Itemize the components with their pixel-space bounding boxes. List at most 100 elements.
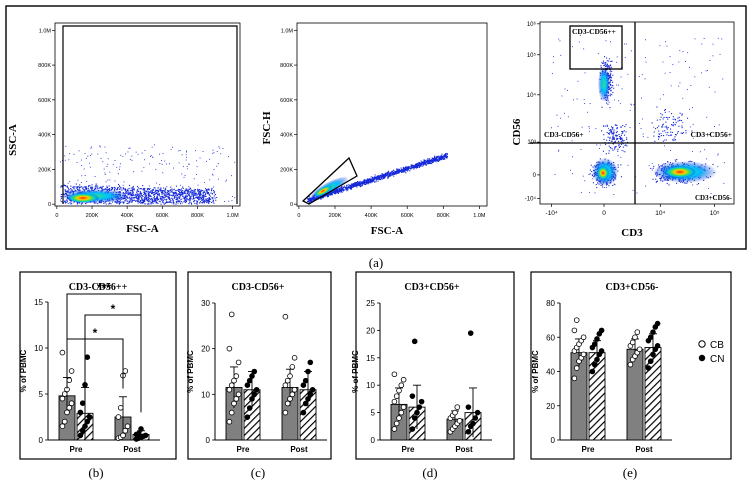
event-dot: [175, 190, 177, 192]
event-dot: [168, 201, 170, 203]
event-dot: [368, 179, 370, 181]
event-dot: [128, 196, 130, 198]
event-dot: [137, 196, 139, 198]
event-dot: [409, 168, 411, 170]
event-dot: [104, 174, 106, 175]
event-dot: [185, 190, 187, 192]
event-dot: [425, 164, 427, 166]
event-dot: [613, 87, 615, 89]
event-dot: [104, 146, 106, 148]
x-tick-label: 600K: [156, 213, 169, 219]
event-dot: [612, 133, 614, 135]
event-dot: [669, 134, 671, 136]
event-dot: [605, 125, 607, 127]
point-cb: [284, 400, 291, 407]
event-dot: [423, 162, 425, 164]
event-dot: [350, 186, 352, 188]
event-dot: [133, 189, 135, 191]
event-dot: [193, 178, 195, 180]
event-dot: [600, 66, 602, 68]
gate-label-lower-right: CD3+CD56-: [695, 194, 733, 202]
point-cb: [228, 311, 235, 318]
event-dot: [189, 201, 191, 203]
event-dot: [104, 172, 106, 174]
event-dot: [717, 153, 719, 155]
event-dot: [202, 151, 204, 152]
event-dot: [152, 156, 154, 158]
event-dot: [612, 184, 614, 186]
event-dot: [141, 195, 143, 197]
event-dot: [76, 188, 78, 190]
event-dot: [81, 175, 83, 177]
point-cn: [138, 426, 144, 432]
event-dot: [60, 185, 62, 187]
event-dot: [364, 181, 366, 183]
event-dot: [127, 200, 129, 202]
category-label: Post: [290, 445, 308, 454]
event-dot: [359, 185, 361, 187]
event-dot: [157, 199, 158, 201]
event-dot: [130, 189, 132, 191]
bar-panel-frame-b: [19, 271, 177, 460]
event-dot: [367, 179, 369, 181]
event-dot: [198, 193, 200, 195]
event-dot: [567, 116, 569, 118]
event-dot: [181, 193, 183, 195]
event-dot: [151, 189, 153, 191]
legend: CB CN: [698, 340, 724, 365]
legend-label-cn: CN: [710, 354, 724, 365]
event-dot: [673, 138, 675, 140]
event-dot: [370, 182, 372, 184]
event-dot: [81, 202, 83, 204]
event-dot: [670, 131, 672, 133]
event-dot: [351, 184, 353, 186]
point-cn: [142, 432, 149, 439]
event-dot: [362, 180, 364, 182]
event-dot: [631, 104, 632, 106]
event-dot: [427, 161, 429, 163]
event-dot: [403, 167, 405, 169]
event-dot: [622, 146, 624, 148]
event-dot: [440, 154, 442, 156]
event-dot: [64, 155, 66, 157]
point-cn: [411, 338, 418, 345]
event-dot: [114, 201, 116, 203]
category-label: Pre: [582, 445, 595, 454]
event-dot: [560, 117, 562, 119]
point-cb: [289, 391, 296, 398]
y-tick-label: 60: [546, 333, 555, 342]
event-dot: [94, 187, 96, 189]
event-dot: [136, 192, 138, 194]
event-dot: [615, 135, 617, 137]
event-dot: [614, 148, 616, 150]
event-dot: [199, 193, 201, 195]
event-dot: [616, 61, 618, 63]
event-dot: [149, 187, 151, 189]
event-dot: [433, 158, 435, 160]
event-dot: [376, 178, 378, 180]
event-dot: [185, 198, 187, 200]
event-dot: [128, 184, 130, 186]
event-dot: [401, 168, 403, 170]
event-dot: [353, 183, 355, 185]
event-dot: [147, 199, 149, 201]
point-cb: [391, 426, 398, 432]
point-cb: [233, 396, 240, 402]
event-dot: [132, 193, 134, 195]
event-dot: [198, 191, 200, 193]
event-dot: [435, 158, 437, 160]
event-dot: [445, 156, 447, 158]
event-dot: [345, 189, 347, 191]
event-dot: [551, 73, 553, 74]
point-cb: [235, 391, 242, 398]
event-dot: [611, 140, 613, 142]
point-cn: [647, 358, 654, 365]
event-dot: [113, 189, 115, 191]
event-dot: [309, 200, 311, 202]
event-dot: [118, 185, 120, 187]
point-cb: [391, 398, 398, 405]
event-dot: [349, 184, 351, 186]
point-cn: [650, 351, 656, 358]
event-dot: [188, 164, 190, 165]
event-dot: [91, 146, 92, 148]
